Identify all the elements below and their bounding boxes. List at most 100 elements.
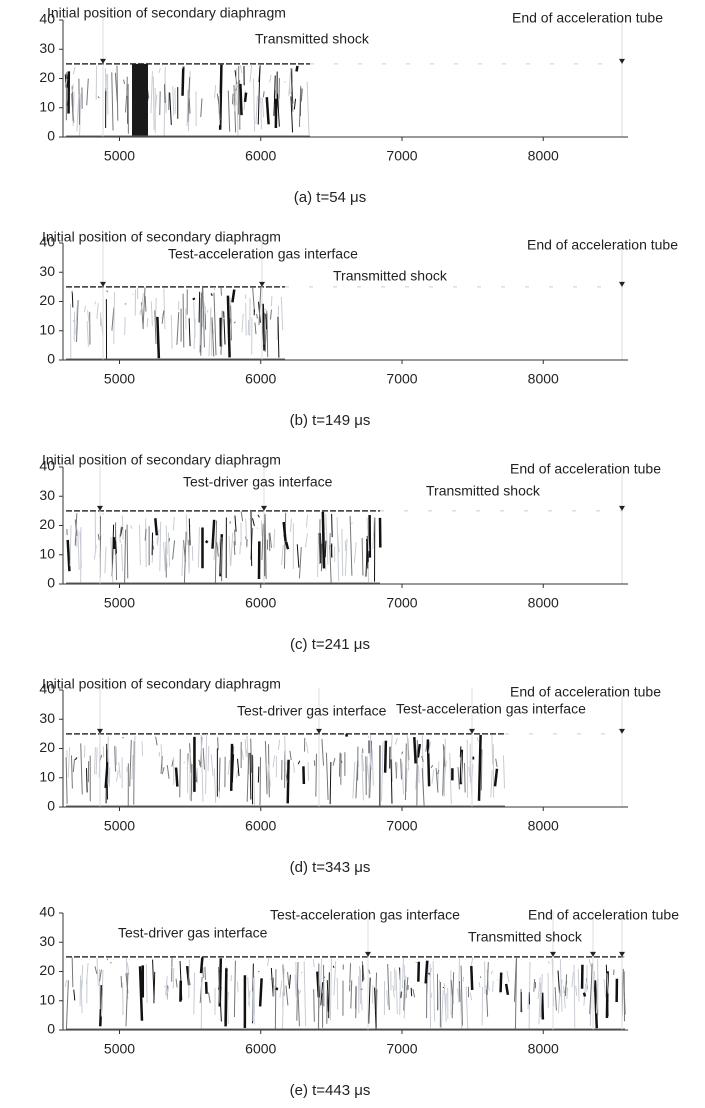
image-streak [207,310,208,313]
annotation: Initial position of secondary diaphragm [42,676,281,692]
image-streak [534,979,535,992]
image-streak [229,536,230,566]
image-streak [75,758,77,760]
image-streak [176,768,177,787]
image-streak [253,287,255,312]
image-streak [495,769,497,787]
image-streak [183,67,184,96]
image-streak [401,992,402,999]
image-streak [82,965,83,985]
image-streak [278,317,279,358]
image-streak [314,989,315,1022]
image-streak [173,86,174,115]
image-streak [203,967,204,977]
image-streak [466,986,468,1029]
image-streak [68,747,69,777]
image-streak [97,958,98,986]
image-streak [232,290,234,303]
image-streak [167,765,169,779]
image-streak [160,522,161,571]
position-marker [619,729,625,734]
x-tick-label: 7000 [386,371,417,387]
y-tick-label: 0 [47,128,55,144]
image-streak [112,72,113,130]
image-streak [337,978,338,1010]
image-streak [199,292,200,323]
image-streak [102,514,104,515]
image-streak [79,79,80,125]
image-streak [578,969,579,1002]
image-streak [228,760,229,775]
image-streak [407,735,408,770]
image-streak [201,958,202,974]
image-streak [373,517,374,549]
y-tick-label: 20 [39,69,55,85]
image-streak [240,84,241,115]
caption: (c) t=241 μs [290,636,370,653]
caption: (d) t=343 μs [290,859,371,876]
image-streak [558,971,560,994]
image-streak [125,317,126,335]
image-streak [574,965,575,1028]
image-streak [414,737,415,763]
x-tick-label: 5000 [104,148,135,164]
image-streak [105,68,106,91]
image-streak [418,744,420,757]
image-streak [325,541,326,558]
image-streak [387,990,388,1005]
image-streak [173,968,174,988]
image-streak [257,528,259,529]
x-tick-label: 6000 [245,148,276,164]
image-streak [127,963,129,975]
image-streak [183,294,184,348]
annotation: End of acceleration tube [510,461,661,477]
image-streak [350,963,351,991]
image-streak [293,762,294,772]
annotation: Transmitted shock [255,31,370,47]
image-streak [253,756,254,805]
image-streak [402,762,404,795]
image-streak [351,980,352,1008]
caption: (a) t=54 μs [294,189,366,206]
image-streak [173,540,175,559]
image-streak [362,538,363,576]
y-tick-label: 30 [39,40,55,56]
image-streak [372,749,373,785]
image-streak [565,974,566,996]
y-tick-label: 20 [39,739,55,755]
image-streak [157,317,159,358]
x-tick-label: 7000 [386,1041,417,1057]
image-streak [555,987,556,1010]
image-streak [418,765,419,783]
image-streak [262,97,263,117]
image-streak [88,310,90,324]
image-streak [330,545,331,583]
y-tick-label: 30 [39,487,55,503]
image-streak [402,752,403,755]
image-streak [208,746,209,771]
image-streak [458,767,459,789]
image-streak [140,310,141,315]
image-streak [214,293,216,356]
image-streak [256,96,258,124]
image-streak [396,762,397,779]
image-streak [98,97,100,99]
image-streak [251,512,252,566]
image-streak [286,542,288,549]
image-streak [130,740,132,787]
position-marker [619,506,625,511]
image-streak [351,523,352,524]
image-streak [245,739,246,757]
image-streak [234,322,235,323]
image-streak [333,966,334,968]
image-streak [65,980,67,987]
image-streak [105,547,106,574]
image-streak [231,305,232,340]
image-streak [116,770,118,782]
image-streak [318,534,319,577]
image-streak [297,544,299,567]
image-streak [307,82,309,135]
image-streak [294,99,295,110]
image-streak [497,980,498,981]
image-streak [231,533,233,566]
